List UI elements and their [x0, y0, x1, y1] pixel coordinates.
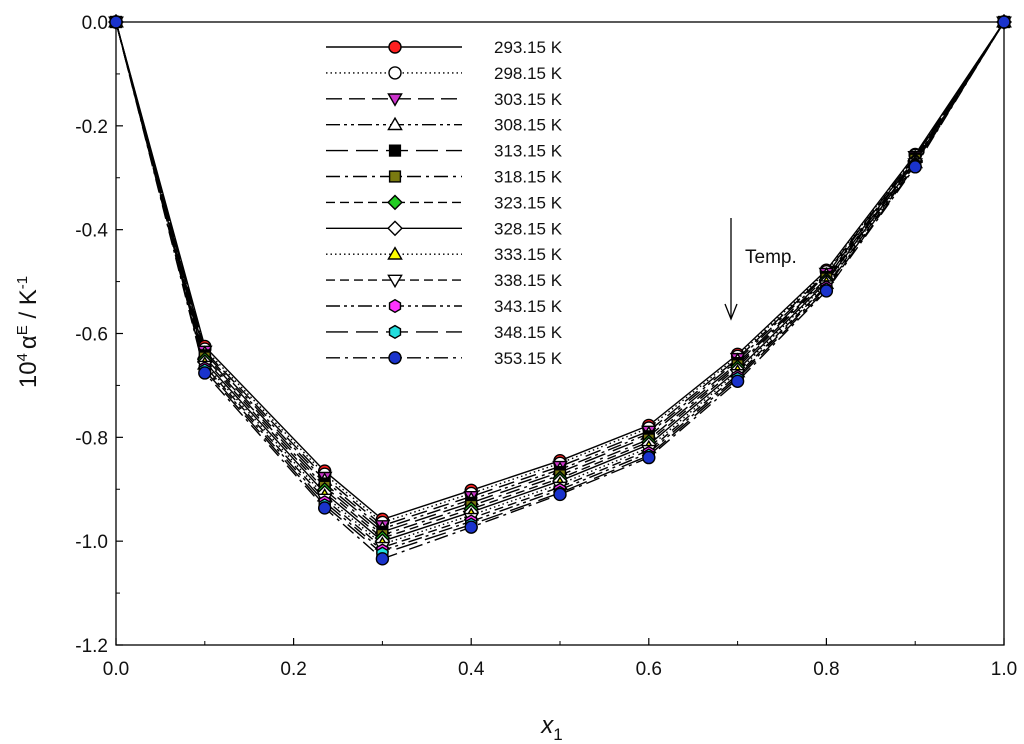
data-point — [109, 15, 123, 29]
y-tick-label: -1.0 — [75, 532, 108, 553]
y-tick-label: 0.0 — [82, 13, 108, 34]
y-axis-title-unit: / K — [15, 289, 42, 325]
legend-marker — [388, 324, 402, 340]
legend-label: 313.15 K — [494, 142, 563, 161]
y-tick-label: -0.4 — [75, 221, 108, 242]
y-axis-title-prefix: 10 — [15, 361, 42, 388]
legend-item: 293.15 K — [326, 38, 563, 57]
legend-label: 303.15 K — [494, 90, 563, 109]
legend-marker — [387, 274, 403, 289]
y-axis-title: 104 αE / K-1 — [14, 276, 42, 388]
y-axis-title-symbol: α — [15, 335, 42, 349]
legend-item: 298.15 K — [326, 64, 563, 83]
data-point — [198, 366, 212, 380]
data-point — [730, 374, 745, 388]
data-point — [819, 284, 834, 298]
legend-marker — [388, 170, 402, 183]
legend-item: 353.15 K — [326, 349, 563, 368]
legend-item: 348.15 K — [326, 323, 563, 342]
x-axis-title: x1 — [540, 712, 562, 744]
legend-marker — [388, 351, 402, 365]
legend-item: 333.15 K — [326, 245, 563, 264]
x-tick-label: 0.4 — [458, 659, 485, 680]
legend-label: 298.15 K — [494, 64, 563, 83]
legend-label: 343.15 K — [494, 297, 563, 316]
data-point — [997, 15, 1011, 29]
series-markers-35315 — [109, 15, 1011, 566]
series-markers — [108, 14, 1012, 566]
data-point — [375, 552, 390, 566]
x-tick-label: 0.2 — [280, 659, 306, 680]
legend-label: 318.15 K — [494, 168, 563, 187]
legend-marker — [388, 40, 402, 54]
y-axis-ticks: 0.0 -0.2 -0.4 -0.6 -0.8 -1.0 -1.2 — [75, 13, 123, 657]
legend-item: 338.15 K — [326, 271, 563, 290]
y-tick-label: -1.2 — [75, 636, 108, 657]
legend-marker — [388, 144, 402, 157]
legend-label: 338.15 K — [494, 271, 563, 290]
legend-item: 323.15 K — [326, 193, 563, 212]
y-axis-title-symbol-sup: E — [14, 325, 31, 335]
y-axis-title-prefix-sup: 4 — [14, 353, 31, 361]
legend-marker — [388, 66, 402, 80]
legend-label: 308.15 K — [494, 116, 563, 135]
x-axis-title-main: x — [540, 712, 554, 739]
legend-item: 343.15 K — [326, 297, 563, 316]
temperature-annotation: Temp. — [724, 218, 797, 321]
legend-item: 328.15 K — [326, 219, 563, 238]
x-axis-ticks: 0.0 0.2 0.4 0.6 0.8 1.0 — [103, 638, 1017, 680]
x-tick-label: 0.8 — [813, 659, 839, 680]
y-tick-label: -0.2 — [75, 117, 108, 138]
legend-marker — [387, 93, 403, 107]
temperature-arrow-head — [724, 303, 738, 321]
legend-marker — [387, 116, 403, 131]
series-line-35315 — [115, 21, 1005, 560]
legend-item: 313.15 K — [326, 142, 563, 161]
legend: 293.15 K 298.15 K 303.15 K 308.15 K 313.15 K… — [326, 38, 563, 368]
temperature-label: Temp. — [745, 247, 797, 268]
legend-marker — [387, 220, 403, 237]
legend-item: 308.15 K — [326, 116, 563, 135]
legend-label: 353.15 K — [494, 349, 563, 368]
legend-label: 323.15 K — [494, 193, 563, 212]
legend-label: 348.15 K — [494, 323, 563, 342]
data-point — [642, 450, 656, 465]
x-axis-title-sub: 1 — [553, 725, 562, 744]
legend-marker — [387, 246, 403, 260]
data-point — [908, 160, 922, 174]
series-line-30315 — [115, 21, 1005, 527]
legend-marker — [388, 298, 402, 314]
legend-marker — [387, 194, 403, 211]
x-tick-label: 0.0 — [103, 659, 129, 680]
legend-label: 328.15 K — [494, 219, 563, 238]
x-tick-label: 0.6 — [636, 659, 662, 680]
y-tick-label: -0.8 — [75, 428, 108, 449]
legend-item: 303.15 K — [326, 90, 563, 109]
y-tick-label: -0.6 — [75, 325, 108, 346]
legend-label: 333.15 K — [494, 245, 563, 264]
data-point — [464, 520, 478, 534]
legend-label: 293.15 K — [494, 38, 563, 57]
data-point — [553, 487, 567, 502]
legend-item: 318.15 K — [326, 168, 563, 187]
x-tick-label: 1.0 — [991, 659, 1017, 680]
data-point — [317, 501, 332, 515]
y-axis-title-unit-sup: -1 — [14, 276, 31, 289]
